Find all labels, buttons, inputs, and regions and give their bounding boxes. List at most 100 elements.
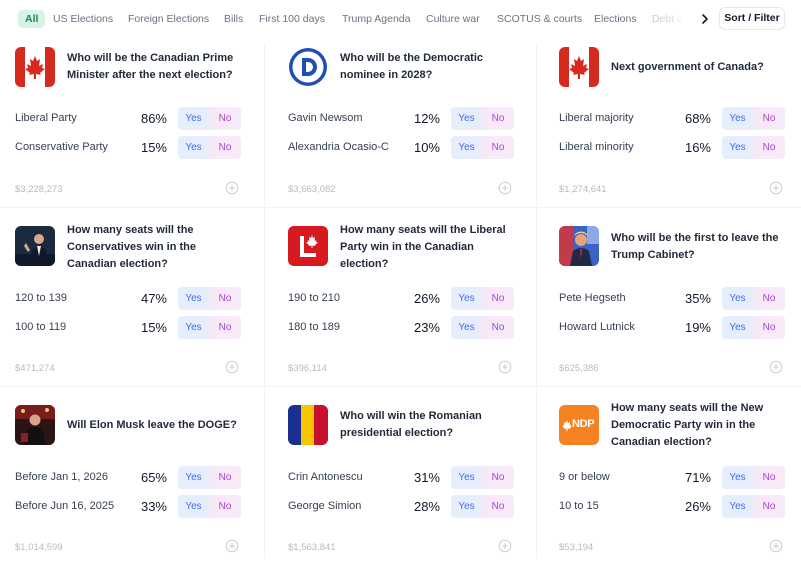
nav-fade [660,6,700,32]
yes-button[interactable]: Yes [722,466,753,489]
market-card[interactable]: Will Elon Musk leave the DOGE? Before Ja… [15,405,245,574]
market-title[interactable]: Next government of Canada? [611,60,764,73]
market-title[interactable]: Who will be the Canadian Prime Minister … [67,52,234,81]
market-card[interactable]: How many seats will the Liberal Party wi… [288,224,518,404]
no-button[interactable]: No [482,495,514,518]
tab-us-elections[interactable]: US Elections [53,13,114,25]
option-label: Gavin Newsom [288,112,363,124]
yes-button[interactable]: Yes [178,107,209,130]
market-option-row: George Simion 28% Yes No [288,495,514,518]
yes-button[interactable]: Yes [451,287,482,310]
no-button[interactable]: No [753,287,785,310]
no-button[interactable]: No [209,466,241,489]
no-button[interactable]: No [753,136,785,159]
market-card[interactable]: Who will be the Democratic nominee in 20… [288,47,518,225]
row-divider [0,207,801,208]
yes-button[interactable]: Yes [178,316,209,339]
conservative-leader-photo-icon [15,226,55,266]
add-circle-icon[interactable] [769,360,783,374]
add-circle-icon[interactable] [225,181,239,195]
no-button[interactable]: No [482,107,514,130]
add-circle-icon[interactable] [498,360,512,374]
yes-button[interactable]: Yes [722,107,753,130]
add-circle-icon[interactable] [769,539,783,553]
market-card[interactable]: How many seats will the Conservatives wi… [15,224,245,404]
option-label: George Simion [288,500,362,512]
add-circle-icon[interactable] [498,181,512,195]
market-volume: $3,663,082 [288,184,336,195]
canada-flag-icon [15,47,55,87]
market-option-row: Alexandria Ocasio-C 10% Yes No [288,136,514,159]
yes-button[interactable]: Yes [451,316,482,339]
market-title[interactable]: Who will be the Democratic nominee in 20… [340,52,484,81]
market-card[interactable]: Next government of Canada? Liberal major… [559,47,789,225]
column-divider [264,44,265,558]
market-title[interactable]: Who will win the Romanian presidential e… [340,410,482,439]
market-option-row: 180 to 189 23% Yes No [288,316,514,339]
no-button[interactable]: No [209,287,241,310]
option-label: 120 to 139 [15,292,67,304]
yes-button[interactable]: Yes [451,107,482,130]
tab-foreign-elections[interactable]: Foreign Elections [128,13,210,25]
market-option-row: Conservative Party 15% Yes No [15,136,241,159]
no-button[interactable]: No [482,316,514,339]
yes-button[interactable]: Yes [451,136,482,159]
tab-all[interactable]: All [18,10,46,28]
market-card[interactable]: Who will be the Canadian Prime Minister … [15,47,245,225]
yes-button[interactable]: Yes [722,136,753,159]
yes-button[interactable]: Yes [178,136,209,159]
no-button[interactable]: No [753,316,785,339]
no-button[interactable]: No [482,466,514,489]
market-title[interactable]: How many seats will the New Democratic P… [611,401,764,448]
tab-culture-war[interactable]: Culture war [426,13,480,25]
no-button[interactable]: No [753,466,785,489]
option-percentage: 19% [684,320,711,335]
yes-button[interactable]: Yes [178,466,209,489]
tab-elections[interactable]: Elections [594,13,637,25]
no-button[interactable]: No [209,495,241,518]
tab-first-100-days[interactable]: First 100 days [259,13,325,25]
yes-button[interactable]: Yes [451,466,482,489]
sort-filter-button[interactable]: Sort / Filter [719,7,785,30]
no-button[interactable]: No [209,136,241,159]
option-label: Pete Hegseth [559,292,626,304]
no-button[interactable]: No [209,316,241,339]
tab-trump-agenda[interactable]: Trump Agenda [342,13,411,25]
yes-button[interactable]: Yes [722,287,753,310]
chevron-right-icon[interactable] [698,9,712,29]
option-label: 100 to 119 [15,321,67,333]
market-title[interactable]: How many seats will the Liberal Party wi… [340,223,506,270]
market-card[interactable]: Who will be the first to leave the Trump… [559,226,789,404]
no-button[interactable]: No [209,107,241,130]
tab-scotus-courts[interactable]: SCOTUS & courts [497,13,583,25]
tab-bills[interactable]: Bills [224,13,244,25]
option-percentage: 23% [413,320,440,335]
option-percentage: 35% [684,291,711,306]
market-volume: $1,274,641 [559,184,607,195]
yes-button[interactable]: Yes [178,495,209,518]
add-circle-icon[interactable] [769,181,783,195]
yes-button[interactable]: Yes [178,287,209,310]
market-card[interactable]: NDP How many seats will the New Democrat… [559,402,789,574]
no-button[interactable]: No [482,136,514,159]
market-card[interactable]: Who will win the Romanian presidential e… [288,405,518,574]
column-divider [536,44,537,558]
yes-button[interactable]: Yes [722,495,753,518]
market-title[interactable]: Will Elon Musk leave the DOGE? [67,418,237,431]
trump-photo-icon [559,226,599,266]
no-button[interactable]: No [753,495,785,518]
add-circle-icon[interactable] [498,539,512,553]
add-circle-icon[interactable] [225,360,239,374]
no-button[interactable]: No [753,107,785,130]
market-option-row: Liberal Party 86% Yes No [15,107,241,130]
market-option-row: Crin Antonescu 31% Yes No [288,466,514,489]
yes-button[interactable]: Yes [451,495,482,518]
add-circle-icon[interactable] [225,539,239,553]
yes-button[interactable]: Yes [722,316,753,339]
market-title[interactable]: How many seats will the Conservatives wi… [67,223,196,270]
market-volume: $625,386 [559,363,599,374]
market-title[interactable]: Who will be the first to leave the Trump… [611,232,779,261]
option-label: 190 to 210 [288,292,340,304]
market-option-row: 120 to 139 47% Yes No [15,287,241,310]
no-button[interactable]: No [482,287,514,310]
